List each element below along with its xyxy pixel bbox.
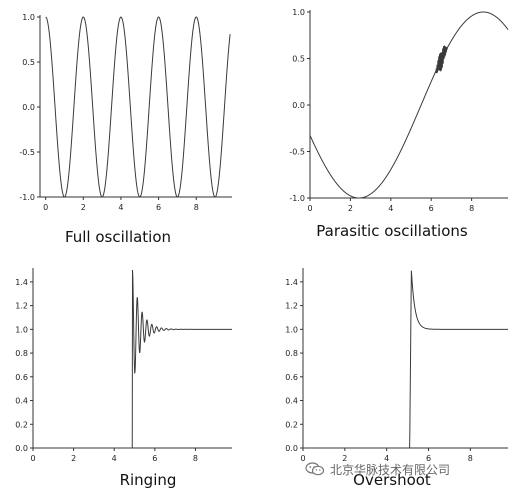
y-tick-label: 0.2 [15,420,28,429]
x-tick-label: 4 [118,203,123,212]
x-tick-label: 0 [30,454,35,463]
x-tick-label: 2 [81,203,86,212]
chart-overshoot: 1.4 1.2 1.0 0.8 0.6 0.4 0.2 0.00 2 4 6 8 Overshoot [285,268,508,489]
x-tick-label: 2 [71,454,76,463]
x-tick-label: 8 [194,203,199,212]
x-tick-label: 8 [469,204,474,213]
y-tick-label: 1.0 [22,13,35,22]
y-tick-label: 1.4 [15,278,28,287]
y-tick-label: 0.8 [15,349,28,358]
y-tick-label: -0.5 [289,148,305,157]
y-tick-label: -0.5 [19,148,35,157]
x-tick-label: 8 [468,454,473,463]
x-tick-label: 0 [43,203,48,212]
y-tick-label: -1.0 [19,193,35,202]
x-tick-label: 6 [152,454,157,463]
y-tick-label: 1.0 [292,8,305,17]
x-tick-label: 4 [112,454,117,463]
y-tick-label: 0.0 [15,444,28,453]
chart-title: Overshoot [353,471,431,489]
watermark: 北京华脉技术有限公司 [305,458,450,480]
wechat-icon [305,462,325,476]
y-tick-label: 1.2 [15,302,28,311]
y-tick-label: 0.0 [292,101,305,110]
y-tick-label: 0.0 [22,103,35,112]
series-line [309,11,509,199]
x-tick-label: 6 [429,204,434,213]
chart-full-oscillation: 1.0 0.5 0.0 -0.5 -1.0 0 2 4 6 8 Full oscillation [19,13,232,246]
watermark-text: 北京华脉技术有限公司 [330,462,451,477]
x-tick-label: 6 [156,203,161,212]
x-tick-label: 2 [342,454,347,463]
y-tick-label: 1.4 [285,278,298,287]
y-tick-label: 0.4 [15,397,28,406]
x-tick-label: 6 [426,454,431,463]
series-line [45,16,231,198]
y-tick-label: 1.2 [285,302,298,311]
y-tick-label: -1.0 [289,194,305,203]
x-tick-label: 0 [307,204,312,213]
y-tick-label: 0.4 [285,397,298,406]
y-tick-label: 0.5 [292,55,305,64]
x-tick-label: 4 [388,204,393,213]
series-line [303,270,508,449]
y-tick-label: 0.0 [285,444,298,453]
chart-ringing: 1.4 1.2 1.0 0.8 0.6 0.4 0.2 0.00 2 4 6 8 Ringing [15,268,232,489]
y-tick-label: 1.0 [15,325,28,334]
chart-title: Parasitic oscillations [316,222,468,240]
y-tick-label: 0.5 [22,58,35,67]
chart-title: Full oscillation [65,228,171,246]
y-tick-label: 0.6 [285,373,298,382]
x-tick-label: 0 [300,454,305,463]
y-tick-label: 1.0 [285,325,298,334]
y-tick-label: 0.8 [285,349,298,358]
series-line [33,269,232,449]
x-tick-label: 2 [348,204,353,213]
y-tick-label: 0.2 [285,420,298,429]
x-tick-label: 8 [193,454,198,463]
chart-title: Ringing [120,471,177,489]
y-tick-label: 0.6 [15,373,28,382]
x-tick-label: 4 [384,454,389,463]
